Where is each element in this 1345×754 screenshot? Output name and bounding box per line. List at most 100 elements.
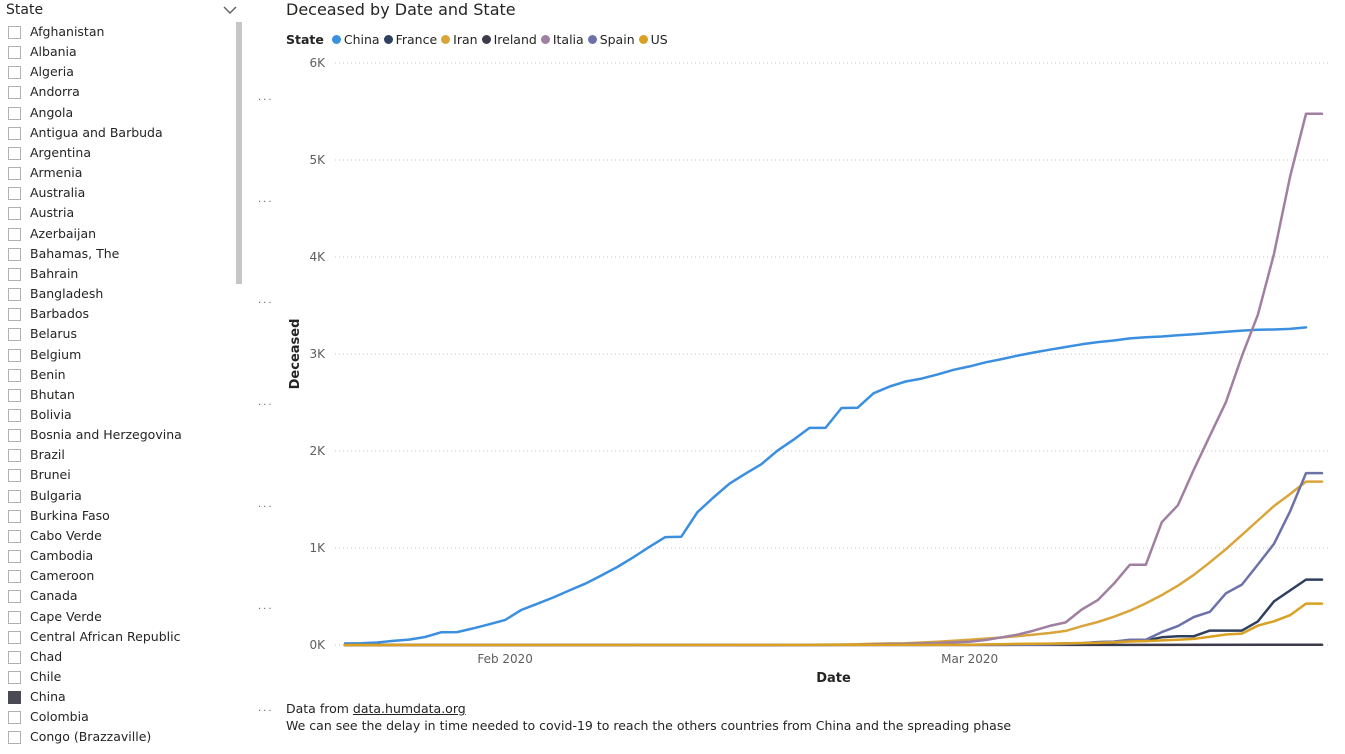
legend-item[interactable]: France: [383, 32, 437, 47]
slicer-item[interactable]: Benin: [0, 366, 232, 386]
slicer-item-label: Brunei: [30, 467, 71, 483]
checkbox[interactable]: [8, 691, 21, 705]
slicer-item[interactable]: Algeria: [0, 63, 232, 83]
slicer-item[interactable]: Canada: [0, 587, 232, 607]
slicer-item[interactable]: Bangladesh: [0, 285, 232, 305]
checkbox[interactable]: [8, 126, 21, 140]
checkbox[interactable]: [8, 66, 21, 80]
checkbox[interactable]: [8, 308, 21, 322]
more-options-dots[interactable]: ...: [258, 601, 274, 612]
state-slicer: State Afghanistan Albania Algeria Andorra An…: [0, 0, 245, 754]
slicer-item[interactable]: Chile: [0, 668, 232, 688]
legend-item[interactable]: Iran: [441, 32, 478, 47]
slicer-item[interactable]: Cape Verde: [0, 608, 232, 628]
checkbox[interactable]: [8, 711, 21, 725]
checkbox[interactable]: [8, 187, 21, 201]
checkbox[interactable]: [8, 731, 21, 745]
slicer-item[interactable]: Brunei: [0, 466, 232, 486]
slicer-item[interactable]: Chad: [0, 648, 232, 668]
source-link[interactable]: data.humdata.org: [352, 701, 466, 716]
slicer-item[interactable]: Cabo Verde: [0, 527, 232, 547]
checkbox[interactable]: [8, 630, 21, 644]
checkbox[interactable]: [8, 650, 21, 664]
more-options-dots[interactable]: ...: [258, 499, 274, 510]
checkbox[interactable]: [8, 489, 21, 503]
slicer-item[interactable]: Austria: [0, 204, 232, 224]
slicer-item[interactable]: Andorra: [0, 83, 232, 103]
checkbox[interactable]: [8, 46, 21, 60]
legend-item[interactable]: Italia: [540, 32, 584, 47]
slicer-item[interactable]: Congo (Brazzaville): [0, 728, 232, 748]
checkbox[interactable]: [8, 368, 21, 382]
checkbox[interactable]: [8, 288, 21, 302]
checkbox[interactable]: [8, 610, 21, 624]
checkbox[interactable]: [8, 529, 21, 543]
slicer-item[interactable]: Belgium: [0, 346, 232, 366]
slicer-item[interactable]: China: [0, 688, 232, 708]
slicer-item-label: Congo (Brazzaville): [30, 729, 152, 745]
slicer-item[interactable]: Cameroon: [0, 567, 232, 587]
legend-item[interactable]: US: [638, 32, 668, 47]
slicer-item[interactable]: Azerbaijan: [0, 225, 232, 245]
slicer-item[interactable]: Burkina Faso: [0, 507, 232, 527]
more-options-dots[interactable]: ...: [258, 397, 274, 408]
slicer-item[interactable]: Australia: [0, 184, 232, 204]
slicer-item[interactable]: Afghanistan: [0, 23, 232, 43]
legend-item[interactable]: Spain: [587, 32, 635, 47]
slicer-item[interactable]: Bahamas, The: [0, 245, 232, 265]
more-options-dots[interactable]: ...: [258, 92, 274, 103]
checkbox[interactable]: [8, 86, 21, 100]
more-options-dots[interactable]: ...: [258, 703, 274, 714]
checkbox[interactable]: [8, 388, 21, 402]
slicer-item[interactable]: Brazil: [0, 446, 232, 466]
checkbox[interactable]: [8, 328, 21, 342]
slicer-item[interactable]: Argentina: [0, 144, 232, 164]
legend-item[interactable]: Ireland: [481, 32, 537, 47]
checkbox[interactable]: [8, 267, 21, 281]
checkbox[interactable]: [8, 146, 21, 160]
more-options-dots[interactable]: ...: [258, 194, 274, 205]
checkbox[interactable]: [8, 671, 21, 684]
slicer-item[interactable]: Bolivia: [0, 406, 232, 426]
checkbox[interactable]: [8, 247, 21, 261]
slicer-scrollbar[interactable]: [236, 22, 242, 284]
slicer-item[interactable]: Central African Republic: [0, 628, 232, 648]
slicer-item[interactable]: Armenia: [0, 164, 232, 184]
checkbox[interactable]: [8, 348, 21, 362]
legend-item[interactable]: China: [331, 32, 380, 47]
legend-marker: [481, 35, 491, 44]
slicer-item[interactable]: Angola: [0, 104, 232, 124]
checkbox[interactable]: [8, 429, 21, 443]
checkbox[interactable]: [8, 590, 21, 604]
slicer-item[interactable]: Bulgaria: [0, 487, 232, 507]
slicer-item[interactable]: Barbados: [0, 305, 232, 325]
slicer-header[interactable]: State: [6, 0, 238, 22]
slicer-item[interactable]: Cambodia: [0, 547, 232, 567]
slicer-item[interactable]: Colombia: [0, 708, 232, 728]
checkbox[interactable]: [8, 449, 21, 463]
slicer-item-label: Canada: [30, 588, 78, 604]
slicer-item-label: Angola: [30, 104, 74, 120]
checkbox[interactable]: [8, 167, 21, 181]
checkbox[interactable]: [8, 469, 21, 483]
checkbox[interactable]: [8, 408, 21, 422]
checkbox[interactable]: [8, 509, 21, 523]
checkbox[interactable]: [8, 550, 21, 564]
y-tick-label: 0K: [309, 638, 326, 652]
checkbox[interactable]: [8, 207, 21, 221]
slicer-item[interactable]: Bosnia and Herzegovina: [0, 426, 232, 446]
checkbox[interactable]: [8, 26, 21, 39]
slicer-item[interactable]: Belarus: [0, 325, 232, 345]
checkbox[interactable]: [8, 570, 21, 584]
slicer-item[interactable]: Antigua and Barbuda: [0, 124, 232, 144]
slicer-item[interactable]: Albania: [0, 43, 232, 63]
chevron-down-icon[interactable]: [222, 2, 238, 18]
slicer-item[interactable]: Bhutan: [0, 386, 232, 406]
more-options-dots[interactable]: ...: [258, 295, 274, 306]
checkbox[interactable]: [8, 227, 21, 241]
footnote: Data from data.humdata.org We can see th…: [286, 700, 1011, 734]
slicer-item-label: Colombia: [30, 709, 89, 725]
checkbox[interactable]: [8, 106, 21, 120]
legend-label: Italia: [552, 32, 584, 47]
slicer-item[interactable]: Bahrain: [0, 265, 232, 285]
